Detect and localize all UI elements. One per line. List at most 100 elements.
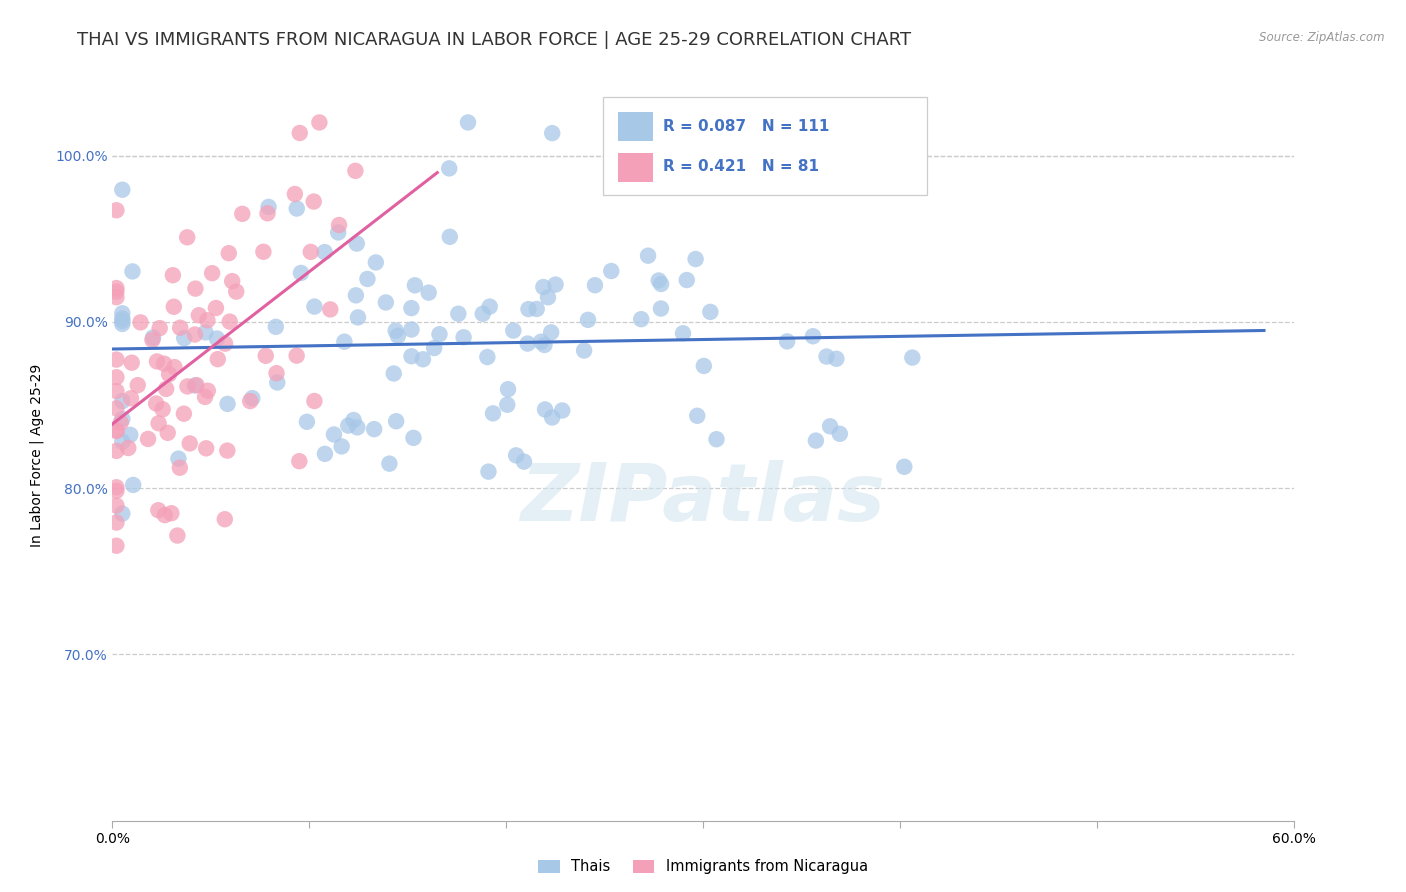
Point [221,274,243,288]
Point [650,301,672,316]
Point [299,244,322,259]
Point [105,352,128,367]
Point [517,302,540,317]
Point [111,183,134,197]
Point [184,327,207,342]
Point [540,326,562,340]
Point [184,282,207,296]
Point [105,285,128,299]
Point [637,249,659,263]
Point [111,317,134,331]
Point [197,313,219,327]
Point [141,333,163,347]
Point [111,507,134,521]
Point [648,273,671,287]
Point [214,512,236,526]
Point [496,398,519,412]
Point [105,401,128,416]
Point [169,320,191,334]
Point [815,350,838,364]
Point [105,483,128,498]
Point [111,434,134,449]
Point [157,368,180,382]
Point [153,357,176,371]
Point [217,443,239,458]
Point [153,508,176,523]
Point [304,394,326,409]
Point [129,315,152,329]
Point [346,420,368,434]
Point [186,378,208,392]
Legend: Thais, Immigrants from Nicaragua: Thais, Immigrants from Nicaragua [531,854,875,880]
Point [609,145,631,159]
Point [482,406,505,420]
Point [333,334,356,349]
Point [110,416,132,430]
Point [342,413,364,427]
Point [551,403,574,417]
Text: R = 0.087   N = 111: R = 0.087 N = 111 [662,120,830,134]
Point [205,301,228,315]
Point [901,351,924,365]
Point [447,307,470,321]
Point [176,230,198,244]
Point [412,352,434,367]
Point [105,424,128,438]
Point [195,442,218,456]
Point [818,419,841,434]
Point [453,330,475,344]
Point [502,324,524,338]
Point [457,115,479,129]
Point [385,414,408,428]
Point [105,290,128,304]
Point [173,407,195,421]
Point [776,334,799,349]
Point [284,187,307,202]
FancyBboxPatch shape [619,112,654,141]
Point [105,480,128,494]
Point [693,359,716,373]
Point [534,402,557,417]
Point [105,423,128,437]
Point [893,459,915,474]
Point [323,427,346,442]
Point [105,443,128,458]
Text: THAI VS IMMIGRANTS FROM NICARAGUA IN LABOR FORCE | AGE 25-29 CORRELATION CHART: THAI VS IMMIGRANTS FROM NICARAGUA IN LAB… [77,31,911,49]
Point [418,285,440,300]
Point [121,356,143,370]
Point [471,307,494,321]
Point [264,319,287,334]
Point [537,290,560,304]
Text: ZIPatlas: ZIPatlas [520,459,886,538]
Point [374,295,396,310]
Point [105,384,128,398]
Point [197,384,219,398]
Point [356,272,378,286]
Point [105,281,128,295]
Point [120,391,142,405]
Point [240,391,263,405]
Point [288,454,311,468]
Point [105,516,128,530]
Point [207,352,229,367]
Point [804,434,827,448]
Point [205,332,228,346]
Point [176,379,198,393]
Point [162,268,184,283]
Point [337,418,360,433]
Point [256,206,278,220]
Point [194,326,217,340]
Point [136,432,159,446]
Point [344,288,367,302]
Point [319,302,342,317]
Point [145,396,167,410]
Point [513,454,536,468]
Point [384,324,406,338]
Point [117,441,139,455]
Point [194,390,217,404]
FancyBboxPatch shape [603,96,928,195]
Point [254,349,277,363]
Point [328,218,350,232]
Point [111,394,134,409]
Point [218,246,240,260]
